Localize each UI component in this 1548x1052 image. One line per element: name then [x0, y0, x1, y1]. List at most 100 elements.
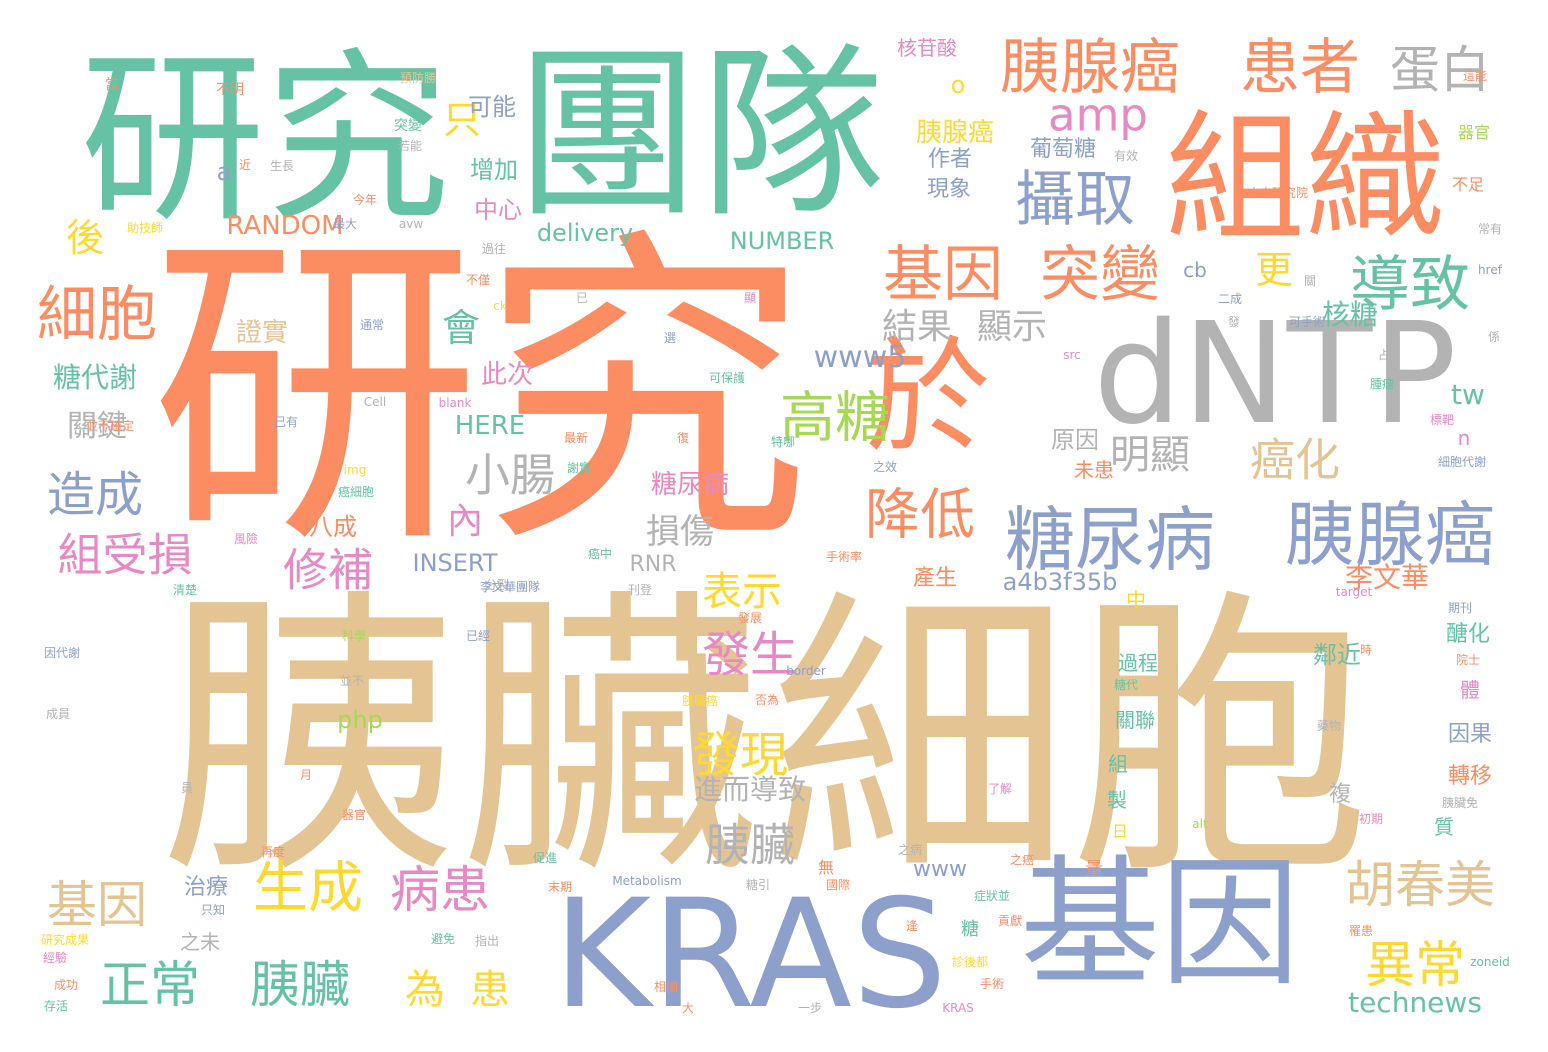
cloud-word: 手術率	[825, 550, 863, 564]
cloud-word: 糖尿病	[650, 470, 730, 500]
cloud-word: technews	[1348, 986, 1482, 1019]
cloud-word: 近	[238, 158, 252, 172]
cloud-word: 會	[441, 306, 481, 350]
cloud-word: 產生	[912, 566, 958, 591]
cloud-word: 團隊	[515, 26, 885, 243]
cloud-word: a	[216, 158, 232, 186]
cloud-word: 不僅	[465, 273, 491, 287]
cloud-word: 可保護	[708, 371, 746, 385]
cloud-word: 未患	[1074, 458, 1114, 482]
cloud-word: 核糖	[1321, 298, 1379, 331]
cloud-word: 一步	[797, 1001, 823, 1015]
cloud-word: 胡春美	[1345, 856, 1495, 914]
cloud-word: img	[343, 463, 367, 477]
cloud-word: 大	[681, 1001, 695, 1015]
cloud-word: 癌細胞	[337, 485, 375, 499]
cloud-word: delivery	[536, 219, 634, 247]
cloud-word: 胰臟癌	[681, 694, 719, 708]
cloud-word: 癌化	[1249, 433, 1341, 487]
cloud-word: 手術	[979, 977, 1005, 991]
cloud-word: 謝實	[566, 461, 592, 475]
cloud-word: 風險	[233, 532, 259, 546]
cloud-word: 胰臟	[704, 818, 796, 872]
cloud-word: 糖引	[745, 878, 771, 892]
cloud-word: 之癌	[1009, 853, 1035, 867]
cloud-word: 逢	[905, 919, 919, 933]
cloud-word: 科學	[341, 629, 367, 643]
cloud-word: 選	[663, 331, 677, 345]
cloud-word: 內	[446, 501, 484, 542]
cloud-word: n	[1457, 426, 1471, 450]
cloud-word: 發生	[701, 627, 799, 683]
cloud-word: cb	[1183, 258, 1207, 282]
cloud-word: 異常	[1365, 936, 1465, 994]
cloud-word: 基因	[883, 240, 1003, 310]
cloud-word: 預防勝	[399, 71, 437, 85]
cloud-word: 因果	[1447, 722, 1493, 747]
cloud-word: 器官	[341, 808, 367, 822]
cloud-word: 細胞代謝	[1437, 455, 1487, 469]
cloud-word: 現象	[926, 177, 972, 202]
cloud-word: 末期	[547, 880, 573, 894]
cloud-word: 藥物	[1316, 719, 1342, 733]
cloud-word: 過往	[481, 242, 507, 256]
cloud-word: 糖尿病	[1005, 499, 1215, 581]
cloud-word: 因代謝	[43, 646, 81, 660]
cloud-word: 過程	[1118, 651, 1158, 675]
cloud-word: o	[950, 71, 966, 99]
cloud-word: 腫瘤	[1369, 377, 1395, 391]
cloud-word: 發展	[737, 611, 763, 625]
cloud-word: 貢獻	[997, 914, 1023, 928]
cloud-word: 通常	[359, 318, 385, 332]
cloud-word: 再度	[260, 845, 286, 859]
cloud-word: 並不確定	[85, 419, 135, 433]
cloud-word: 為	[405, 967, 445, 1013]
cloud-word: 突變	[1040, 240, 1160, 310]
cloud-word: 修補	[282, 543, 374, 597]
cloud-word: 體	[1460, 678, 1480, 702]
cloud-word: 刊登	[627, 583, 653, 597]
cloud-word: 導致	[1350, 250, 1470, 320]
cloud-word: 係	[1487, 330, 1501, 344]
cloud-word: 只知	[200, 903, 226, 917]
cloud-word: RANDOM	[226, 211, 344, 241]
cloud-word: 基因	[47, 876, 147, 934]
cloud-word: 關聯	[1115, 708, 1155, 732]
cloud-word: www	[913, 857, 967, 882]
cloud-word: KRAS	[942, 1001, 974, 1015]
cloud-word: 月	[299, 768, 313, 782]
cloud-word: 可手術	[1288, 315, 1326, 329]
cloud-word: 若能	[397, 139, 423, 153]
cloud-word: 發現	[691, 727, 789, 783]
cloud-word: 胰臟	[250, 956, 350, 1014]
cloud-word: 顯示	[976, 307, 1048, 348]
cloud-word: alt	[1192, 817, 1208, 831]
cloud-word: avw	[398, 217, 424, 231]
cloud-word: 特哪	[770, 435, 796, 449]
cloud-word: 糖代	[1113, 678, 1139, 692]
cloud-word: blank	[438, 396, 472, 410]
cloud-word: 症狀並	[973, 889, 1011, 903]
cloud-word: 中心	[474, 196, 522, 224]
cloud-word: 胰腺癌	[1285, 494, 1495, 576]
cloud-word: 了解	[987, 782, 1013, 796]
cloud-word: 最大	[332, 217, 358, 231]
cloud-word: 組	[1108, 752, 1128, 776]
cloud-word: 無	[817, 858, 835, 877]
cloud-word: 研究	[150, 203, 810, 587]
cloud-word: 並不	[339, 674, 365, 688]
cloud-word: 否為	[754, 693, 780, 707]
cloud-word: 質	[1434, 815, 1454, 839]
cloud-word: 之病	[897, 843, 923, 857]
cloud-word: 常有	[1477, 222, 1503, 236]
cloud-word: INSERT	[412, 549, 498, 577]
cloud-word: 降低	[864, 482, 976, 547]
cloud-word: 複	[1328, 782, 1352, 807]
cloud-word: 細胞	[770, 565, 1370, 914]
cloud-word: Metabolism	[612, 874, 682, 888]
cloud-word: 於	[865, 325, 991, 471]
cloud-word: 突變	[394, 118, 422, 134]
cloud-word: 只	[442, 98, 482, 142]
cloud-word: Cell	[363, 395, 387, 409]
cloud-word: 經驗	[42, 951, 68, 965]
